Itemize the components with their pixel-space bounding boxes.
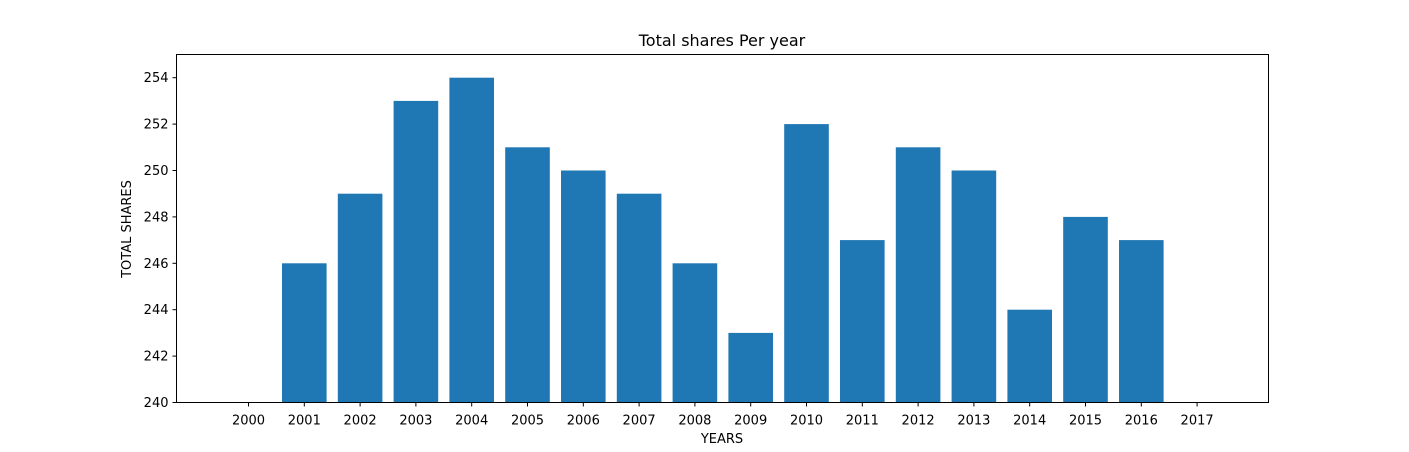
y-tick-label-244: 244 <box>144 303 169 318</box>
x-tick-label-2014: 2014 <box>1013 414 1046 429</box>
bar-2010 <box>784 124 829 403</box>
bar-2009 <box>728 332 773 403</box>
bar-2004 <box>449 77 494 403</box>
x-tick-label-2017: 2017 <box>1181 414 1214 429</box>
bar-2008 <box>672 263 718 403</box>
y-tick-label-242: 242 <box>144 350 169 365</box>
x-tick-label-2001: 2001 <box>288 414 321 429</box>
y-tick-label-246: 246 <box>144 257 169 272</box>
x-tick-label-2002: 2002 <box>344 414 377 429</box>
bars-group <box>282 77 1164 403</box>
bar-2012 <box>895 147 941 403</box>
x-tick-label-2006: 2006 <box>567 414 600 429</box>
x-tick-label-2013: 2013 <box>957 414 990 429</box>
bar-2013 <box>951 170 997 403</box>
bar-2015 <box>1063 216 1108 403</box>
bar-2007 <box>616 193 662 403</box>
bar-2005 <box>505 147 550 403</box>
bar-2006 <box>561 170 606 403</box>
bar-2011 <box>840 240 885 403</box>
bar-2002 <box>337 193 383 403</box>
x-tick-label-2010: 2010 <box>790 414 823 429</box>
chart-title: Total shares Per year <box>638 31 806 50</box>
bar-2003 <box>393 100 439 403</box>
x-tick-label-2003: 2003 <box>399 414 432 429</box>
x-tick-label-2011: 2011 <box>846 414 879 429</box>
y-tick-label-254: 254 <box>144 71 169 86</box>
x-tick-label-2012: 2012 <box>902 414 935 429</box>
x-tick-label-2000: 2000 <box>232 414 265 429</box>
x-tick-label-2016: 2016 <box>1125 414 1158 429</box>
x-tick-label-2005: 2005 <box>511 414 544 429</box>
y-tick-label-250: 250 <box>144 164 169 179</box>
x-tick-label-2009: 2009 <box>734 414 767 429</box>
y-axis-ticks: 240 242 244 246 248 250 252 254 <box>144 71 177 411</box>
y-tick-label-252: 252 <box>144 118 169 133</box>
x-tick-label-2004: 2004 <box>455 414 488 429</box>
plot-frame <box>176 54 1269 403</box>
bar-2001 <box>282 263 327 403</box>
x-axis-ticks: 2000 2001 2002 2003 2004 2005 2006 2007 2008 2009… <box>232 402 1214 429</box>
y-tick-label-248: 248 <box>144 210 169 225</box>
x-tick-label-2008: 2008 <box>678 414 711 429</box>
bar-2016 <box>1119 240 1164 403</box>
y-axis-label: TOTAL SHARES <box>120 180 135 279</box>
x-tick-label-2015: 2015 <box>1069 414 1102 429</box>
x-tick-label-2007: 2007 <box>623 414 656 429</box>
y-tick-label-240: 240 <box>144 396 169 411</box>
x-axis-label: YEARS <box>700 432 743 447</box>
bar-2014 <box>1007 309 1052 403</box>
